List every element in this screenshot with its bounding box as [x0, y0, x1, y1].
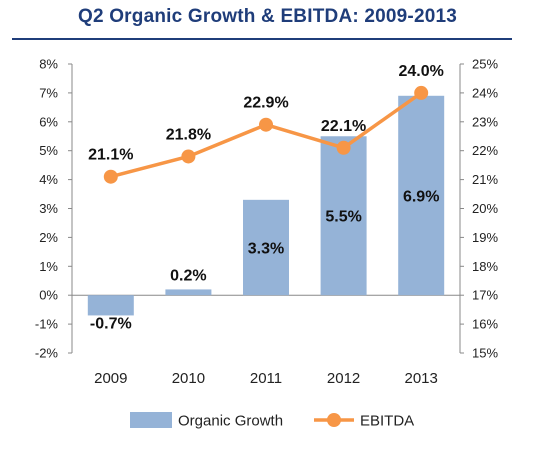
right-tick-label: 24% — [472, 85, 498, 100]
chart-title: Q2 Organic Growth & EBITDA: 2009-2013 — [77, 6, 458, 27]
right-tick-label: 22% — [472, 143, 498, 158]
bar-data-label: 6.9% — [403, 188, 439, 205]
bar-organic-growth — [87, 295, 134, 316]
right-tick-label: 18% — [472, 259, 498, 274]
ebitda-point — [259, 117, 273, 132]
right-tick-label: 23% — [472, 114, 498, 129]
right-tick-label: 16% — [472, 317, 498, 332]
left-tick-label: -1% — [35, 317, 59, 332]
bar-data-label: 5.5% — [325, 209, 361, 226]
legend-label-organic-growth: Organic Growth — [178, 413, 283, 430]
ebitda-point — [103, 169, 118, 184]
bar-data-label: 3.3% — [248, 241, 284, 258]
x-tick-label: 2011 — [250, 370, 282, 387]
bar-organic-growth — [398, 95, 445, 296]
bar-data-label: -0.7% — [90, 315, 132, 332]
left-tick-label: 0% — [39, 288, 58, 303]
x-tick-label: 2013 — [405, 370, 438, 387]
legend-swatch-ebitda-marker — [327, 413, 341, 427]
x-tick-label: 2009 — [94, 370, 127, 387]
ebitda-point — [336, 140, 351, 155]
left-tick-label: 8% — [39, 57, 58, 72]
left-tick-label: 4% — [39, 172, 58, 187]
left-tick-label: 7% — [39, 85, 58, 100]
bar-organic-growth — [320, 136, 367, 296]
x-tick-label: 2012 — [327, 370, 360, 387]
left-tick-label: 6% — [39, 114, 58, 129]
title-underline — [12, 38, 512, 40]
right-tick-label: 25% — [472, 57, 498, 72]
x-tick-label: 2010 — [172, 370, 205, 387]
right-tick-label: 21% — [472, 172, 498, 187]
left-tick-label: -2% — [35, 346, 59, 361]
right-tick-label: 20% — [472, 201, 498, 216]
ebitda-data-label: 21.1% — [88, 147, 133, 164]
ebitda-point — [414, 85, 429, 100]
legend-swatch-organic-growth — [130, 412, 172, 428]
bar-data-label: 0.2% — [170, 267, 206, 284]
bar-organic-growth — [243, 199, 289, 296]
ebitda-data-label: 24.0% — [399, 63, 444, 80]
ebitda-data-label: 21.8% — [166, 126, 211, 143]
ebitda-data-label: 22.1% — [321, 118, 366, 135]
left-tick-label: 2% — [39, 230, 58, 245]
left-tick-label: 1% — [39, 259, 58, 274]
ebitda-point — [181, 149, 196, 164]
right-tick-label: 15% — [472, 346, 498, 361]
left-tick-label: 3% — [39, 201, 58, 216]
right-tick-label: 19% — [472, 230, 498, 245]
left-tick-label: 5% — [39, 143, 58, 158]
ebitda-data-label: 22.9% — [243, 95, 288, 112]
legend-label-ebitda: EBITDA — [360, 413, 414, 430]
bar-organic-growth — [165, 289, 212, 296]
right-tick-label: 17% — [472, 288, 498, 303]
